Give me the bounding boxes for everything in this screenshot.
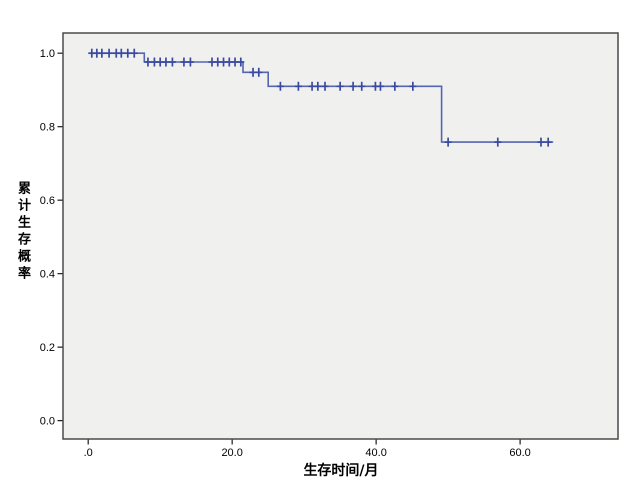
plot-area-background [63, 33, 618, 439]
x-tick-label: 60.0 [509, 447, 530, 459]
x-axis-title: 生存时间/月 [303, 463, 379, 479]
y-tick-label: 0.6 [40, 195, 55, 207]
x-tick-label: 20.0 [221, 447, 242, 459]
y-tick-label: 1.0 [40, 48, 55, 60]
y-tick-label: 0.4 [40, 269, 55, 281]
plot-area-border [62, 32, 619, 440]
y-tick-label: 0.8 [40, 122, 55, 134]
x-tick-label: .0 [84, 447, 93, 459]
y-tick-label: 0.2 [40, 342, 55, 354]
y-axis-title: 累计生存概率 [15, 181, 30, 283]
x-tick-label: 40.0 [365, 447, 386, 459]
y-tick-label: 0.0 [40, 416, 55, 428]
